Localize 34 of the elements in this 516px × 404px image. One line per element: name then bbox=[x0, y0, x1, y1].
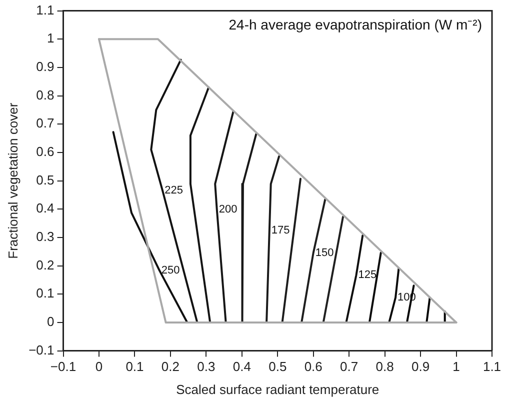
y-tick-label: 1.1 bbox=[36, 2, 54, 18]
x-tick-label: 0.8 bbox=[376, 359, 394, 374]
y-tick-label: 0.9 bbox=[36, 59, 54, 74]
annotation: 150 bbox=[315, 246, 334, 259]
chart-title: 24-h average evapotranspiration (W m⁻²) bbox=[228, 16, 482, 33]
y-tick-label: 0.5 bbox=[36, 172, 54, 188]
annotation: 250 bbox=[161, 264, 180, 276]
x-tick-label: 1 bbox=[452, 359, 460, 374]
y-tick-label: 0.4 bbox=[36, 200, 54, 216]
y-tick-label: 1 bbox=[47, 30, 54, 46]
x-tick-label: 0 bbox=[95, 359, 103, 374]
annotation: 175 bbox=[271, 224, 290, 236]
annotation: 225 bbox=[164, 184, 183, 197]
x-tick-label: 0.7 bbox=[340, 359, 358, 374]
x-tick-label: 0.2 bbox=[161, 359, 180, 374]
y-tick-label: 0.3 bbox=[36, 229, 54, 244]
annotation: 200 bbox=[218, 204, 238, 216]
y-tick-label: 0.7 bbox=[36, 116, 54, 131]
y-tick-label: 0.6 bbox=[36, 144, 54, 160]
x-axis-title: Scaled surface radiant temperature bbox=[176, 382, 380, 397]
x-tick-label: 0.5 bbox=[268, 359, 287, 374]
x-tick-label: 0.6 bbox=[304, 359, 322, 374]
x-tick-label: 0.4 bbox=[232, 359, 251, 374]
x-tick-label: 0.9 bbox=[412, 359, 430, 374]
annotation: 125 bbox=[358, 269, 377, 282]
x-tick-label: 0.3 bbox=[197, 359, 216, 374]
y-axis-title: Fractional vegetation cover bbox=[5, 102, 20, 259]
y-tick-label: 0.8 bbox=[36, 87, 54, 102]
y-tick-label: 0.2 bbox=[36, 257, 54, 272]
y-tick-label: 0.1 bbox=[36, 286, 54, 301]
y-tick-label: 0 bbox=[47, 314, 54, 330]
x-tick-label: 0.1 bbox=[126, 359, 144, 374]
y-tick-label: −0.1 bbox=[28, 342, 54, 358]
x-tick-label: 1.1 bbox=[482, 359, 502, 374]
